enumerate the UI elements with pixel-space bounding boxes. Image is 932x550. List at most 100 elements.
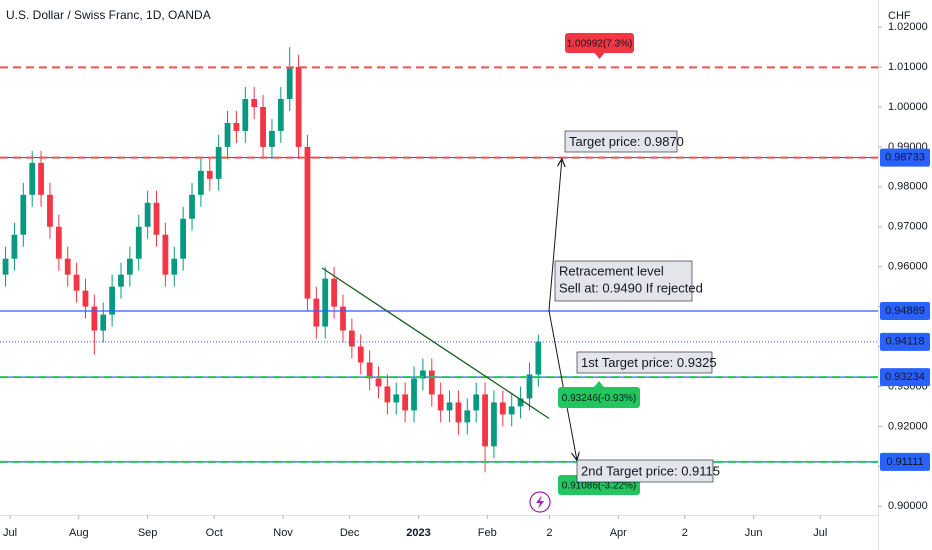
y-tick-label: 0.98000 (888, 181, 928, 193)
candle-body (100, 314, 107, 331)
candle-body (411, 378, 417, 411)
candle-body (384, 386, 391, 403)
text-box (554, 260, 693, 302)
price-label-box (880, 148, 930, 167)
candle-body (455, 402, 462, 423)
candle-body (526, 374, 533, 399)
candle-body (508, 406, 515, 415)
x-tick-label: Nov (273, 527, 293, 539)
candle-body (535, 341, 542, 375)
candle-body (322, 278, 329, 327)
arrow (548, 310, 577, 461)
candle-body (473, 394, 480, 411)
candle-body (393, 394, 400, 403)
candle-body (233, 122, 240, 131)
candle-body (242, 99, 249, 131)
candle-body (420, 370, 426, 379)
x-tick-label: Dec (340, 527, 360, 539)
lightning-icon[interactable] (529, 491, 551, 513)
candle-body (73, 274, 80, 291)
badge-text: 0.93246(-0.93%) (562, 393, 637, 404)
candle-body (402, 394, 409, 411)
candle-body (357, 346, 364, 363)
badge (565, 33, 634, 53)
y-tick-label: 1.00000 (888, 101, 928, 113)
price-label-box (880, 452, 930, 471)
candle-body (20, 194, 27, 235)
price-label-box (880, 332, 930, 351)
candle-body (171, 258, 178, 275)
candle-body (491, 402, 497, 447)
candle-body (153, 202, 160, 235)
candle-body (198, 170, 204, 195)
candle-body (269, 130, 275, 147)
candle-body (375, 378, 382, 387)
candle-body (180, 218, 187, 259)
candle-body (55, 226, 62, 259)
candle-body (162, 234, 169, 275)
annotation-text: Target price: 0.9870 (569, 134, 684, 149)
y-tick-label: 0.90000 (888, 500, 928, 512)
x-tick-label: Jul (813, 527, 827, 539)
x-tick-label: 2 (682, 527, 688, 539)
candle-body (286, 67, 293, 100)
price-label: 0.98733 (885, 151, 925, 163)
x-tick-label: Aug (69, 527, 89, 539)
text-box (576, 459, 714, 483)
y-tick-label: 0.92000 (888, 420, 928, 432)
badge-pointer (594, 53, 605, 59)
candle-body (313, 298, 320, 327)
arrow (548, 159, 562, 311)
price-label-box (880, 368, 930, 387)
icon-bolt[interactable] (536, 495, 544, 509)
candle-body (47, 194, 53, 227)
candle-body (11, 234, 18, 259)
y-tick-label: 0.96000 (888, 261, 928, 273)
price-label: 0.94889 (885, 305, 925, 317)
y-tick-label: 1.01000 (888, 61, 928, 73)
x-tick-label: Apr (610, 527, 627, 539)
candle-body (144, 202, 151, 227)
candle-body (340, 306, 346, 331)
candle-body (482, 394, 488, 447)
candle-body (29, 162, 36, 195)
price-label-box (880, 302, 930, 321)
candle-body (499, 402, 506, 415)
candle-body (206, 170, 213, 179)
candle-body (38, 162, 44, 195)
price-label: 0.94118 (886, 336, 925, 348)
candle-body (215, 146, 222, 179)
candle-body (260, 106, 266, 147)
candle-body (224, 122, 231, 147)
candle-body (251, 99, 258, 107)
candle-body (428, 370, 435, 395)
y-tick-label: 1.02000 (888, 21, 928, 33)
candle-body (331, 278, 337, 307)
candle-body (446, 402, 453, 411)
x-tick-label: 2 (546, 527, 552, 539)
x-tick-label: 2023 (406, 527, 430, 539)
x-tick-label: Oct (206, 527, 223, 539)
candle-body (82, 290, 89, 307)
candle-body (109, 286, 115, 315)
candle-body (64, 258, 71, 275)
candle-body (366, 362, 373, 379)
candle-body (517, 398, 524, 407)
candle-body (189, 194, 195, 219)
annotation-text: 2nd Target price: 0.9115 (581, 463, 720, 478)
price-label: 0.93234 (885, 371, 925, 383)
annotation-text: Retracement level (559, 263, 664, 278)
plot-layer (2, 47, 542, 473)
text-box (576, 351, 713, 374)
badge (558, 387, 640, 408)
x-tick-label: Jun (745, 527, 763, 539)
y-tick-label: 0.97000 (888, 221, 928, 233)
x-tick-label: Sep (138, 527, 158, 539)
badge-text: 0.91086(-3.22%) (562, 481, 637, 492)
candle-body (464, 410, 471, 423)
candle-body (348, 330, 355, 347)
x-tick-label: Jul (3, 527, 17, 539)
trendline (321, 267, 550, 419)
